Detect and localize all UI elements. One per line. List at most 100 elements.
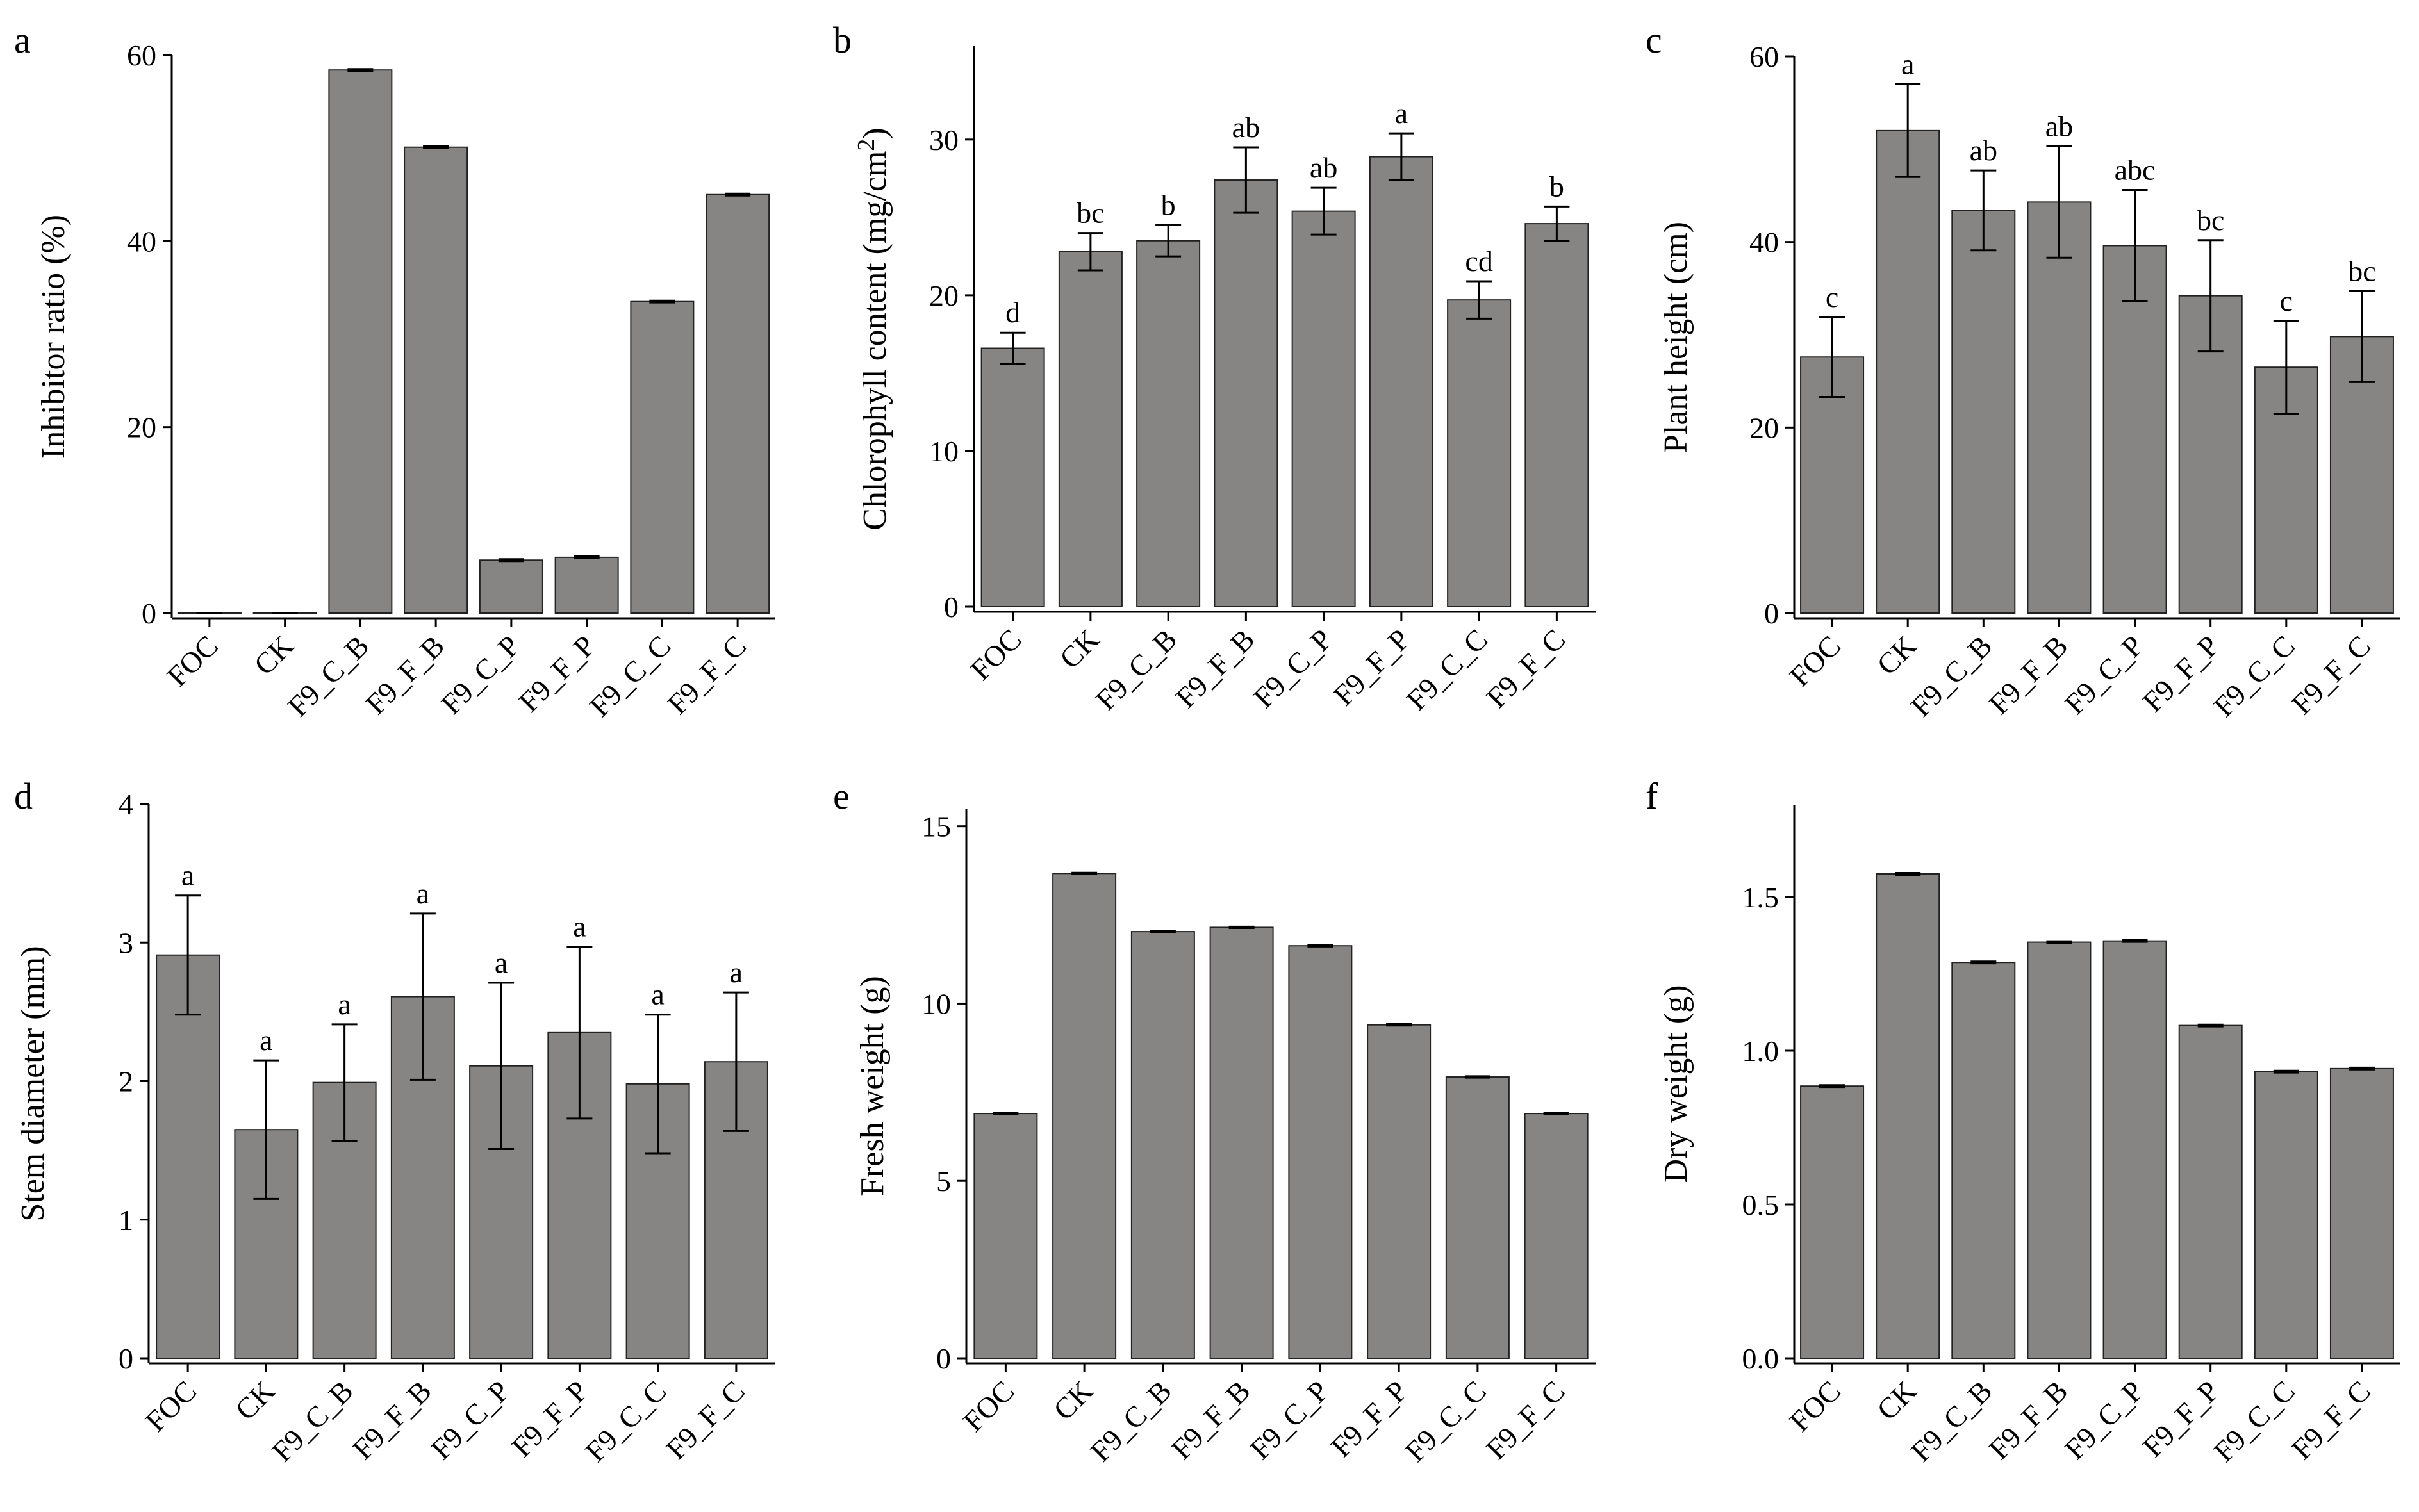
x-tick-label: F9_C_P [434,629,526,721]
y-tick-label: 30 [929,124,959,156]
y-axis-title: Stem diameter (mm) [15,946,51,1221]
y-axis-title-close: ) [857,127,893,138]
error-bar [1000,331,1026,365]
error-bar [1388,132,1414,181]
error-bar [2349,1066,2375,1071]
significance-label: c [2280,284,2293,317]
significance-label: ab [2045,110,2073,142]
y-tick-label: 40 [1749,226,1779,259]
x-tick-label: CK [1053,623,1105,675]
x-tick-label: FOC [1783,1374,1847,1438]
significance-label: a [338,988,351,1021]
y-tick-label: 15 [921,810,951,843]
x-tick-label: F9_F_B [1169,623,1261,714]
significance-label: a [1901,47,1914,80]
panel-letter: c [1646,19,1662,61]
panel-d: d 0 1 2 3 4 Stem diameter (mm) a FOC a CK a F9_C_B a F… [14,775,775,1468]
x-tick-label: F9_F_B [1983,629,2074,721]
x-tick-label: F9_C_C [2208,1374,2301,1468]
bar-ck [1052,873,1117,1359]
error-bar [1155,224,1182,258]
bar-f9-f-p [554,556,619,614]
y-tick-label: 0 [119,1342,133,1375]
y-tick-label: 0.5 [1742,1188,1779,1221]
error-bar [645,1014,671,1155]
error-bar [409,912,436,1081]
x-tick-label: F9_F_C [1480,1374,1571,1466]
error-bar [723,991,749,1132]
error-bar [423,145,449,149]
error-bar [1970,960,1997,965]
x-tick-label: F9_C_C [1400,623,1494,716]
error-bar [1077,232,1103,272]
y-tick-label: 1.5 [1742,881,1779,914]
bar-ck [1876,873,1940,1359]
x-tick-label: F9_C_B [1084,1374,1178,1468]
x-tick-label: F9_F_B [359,629,450,721]
significance-label: bc [2348,254,2375,287]
error-bar [1819,316,1845,399]
error-bar [1466,280,1492,320]
y-tick-label: 20 [1749,411,1779,444]
x-tick-label: CK [1047,1374,1099,1426]
y-tick-label: 20 [929,279,959,312]
y-tick-label: 3 [119,926,133,959]
y-axis-title: Chlorophyll content (mg/cm2) [853,127,893,530]
significance-label: a [495,946,508,979]
bar-f9-f-p [1367,1024,1432,1360]
y-tick-label: 0 [1764,597,1779,630]
bar-f9-f-b [404,146,468,614]
y-tick-label: 5 [936,1165,951,1197]
error-bar [993,1112,1019,1115]
y-tick-label: 10 [929,435,959,468]
bar-f9-f-p [2178,1024,2243,1359]
panel-letter: a [14,19,31,61]
x-tick-label: F9_C_P [2058,629,2150,721]
x-tick-label: F9_F_B [1983,1374,2074,1466]
bar-f9-c-p [2102,245,2167,614]
x-tick-label: FOC [1783,629,1847,693]
y-tick-label: 1.0 [1742,1035,1779,1067]
error-bar [2273,1069,2299,1074]
x-tick-label: F9_F_C [2285,1374,2377,1466]
x-tick-label: F9_F_P [505,1374,594,1463]
error-bar [574,555,600,559]
x-tick-label: F9_F_P [1327,623,1416,712]
x-tick-label: F9_C_B [1904,1374,1998,1468]
bar-f9-f-p [1369,156,1433,607]
y-tick-label: 0.0 [1742,1342,1779,1375]
error-bar [1310,186,1337,236]
y-axis-title: Dry weight (g) [1658,985,1694,1183]
error-bar [1819,1084,1845,1089]
significance-label: ab [1232,111,1260,144]
bar-f9-c-p [479,559,543,614]
significance-label: a [573,910,586,943]
error-bar [2122,189,2148,302]
y-tick-label: 40 [127,225,156,258]
panel-letter: b [833,19,852,61]
x-tick-label: F9_C_P [1244,1374,1335,1466]
error-bar [1307,944,1333,948]
y-tick-label: 20 [127,411,156,444]
significance-label: b [1161,189,1176,222]
y-axis-title-superscript: 2 [853,139,880,151]
bar-foc [973,1113,1038,1360]
error-bar [1464,1075,1490,1079]
bar-f9-f-b [2027,201,2092,614]
significance-label: a [651,978,664,1011]
significance-label: ab [1970,134,1997,167]
x-tick-label: FOC [957,1374,1020,1438]
y-tick-label: 0 [944,591,959,623]
bar-f9-f-b [1209,926,1274,1359]
y-tick-label: 10 [921,987,951,1020]
bar-f9-f-b [1214,179,1278,607]
error-bar [2046,940,2072,944]
y-axis-title: Plant height (cm) [1658,222,1694,453]
error-bar [1386,1023,1412,1027]
significance-label: ab [1310,151,1337,184]
significance-label: b [1549,170,1564,202]
x-tick-label: F9_F_C [1480,623,1572,714]
error-bar [1895,872,1921,876]
bar-f9-f-c [1524,1113,1589,1360]
